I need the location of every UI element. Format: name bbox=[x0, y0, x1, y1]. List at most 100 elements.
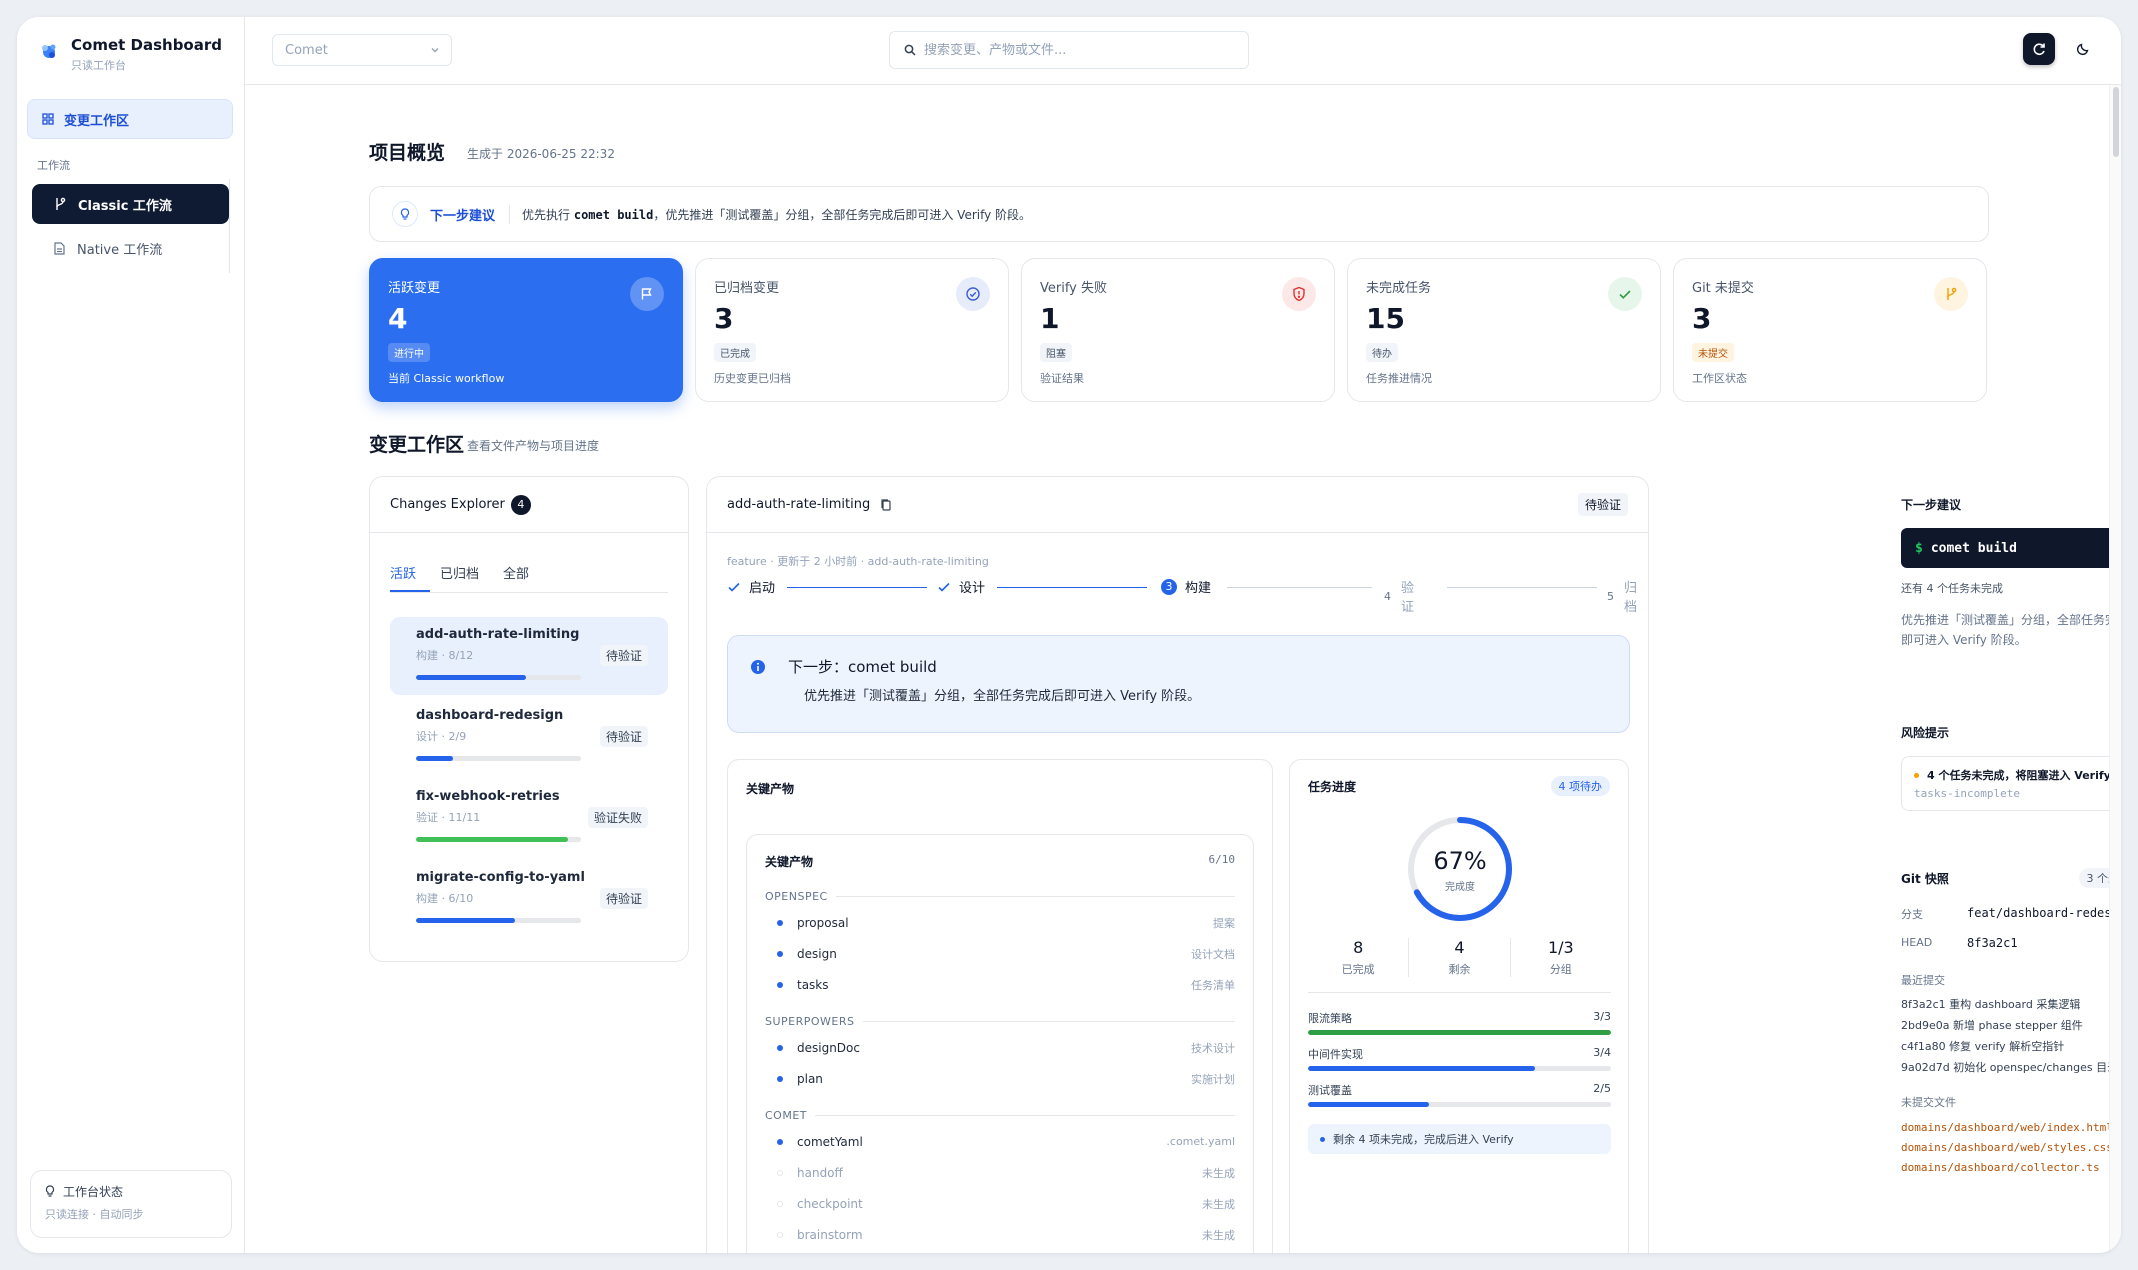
artifact-group-label: SUPERPOWERS bbox=[765, 1010, 1235, 1032]
tab-archived[interactable]: 已归档 bbox=[440, 567, 480, 582]
artifact-dot bbox=[777, 1169, 783, 1176]
task-stat-label: 剩余 bbox=[1448, 963, 1471, 976]
nav-workspace-label: 变更工作区 bbox=[64, 113, 130, 129]
artifact-tag: 未生成 bbox=[1202, 1228, 1235, 1242]
search-box[interactable] bbox=[889, 31, 1249, 69]
change-progress-fill bbox=[416, 675, 527, 680]
next-step-title: 下一步：comet build bbox=[788, 658, 937, 676]
warning-dot-icon bbox=[1914, 772, 1919, 778]
workspace-status-card: 工作台状态 只读连接 · 自动同步 bbox=[30, 1170, 232, 1238]
change-progress-fill bbox=[416, 837, 568, 842]
git-branch-value: feat/dashboard-redesign bbox=[1967, 906, 2109, 920]
stat-badge: 待办 bbox=[1366, 343, 1398, 362]
artifact-item[interactable]: handoff 未生成 bbox=[765, 1157, 1235, 1188]
artifact-item[interactable]: cometYaml .comet.yaml bbox=[765, 1126, 1235, 1157]
refresh-button[interactable] bbox=[2023, 33, 2055, 65]
artifact-item[interactable]: proposal 提案 bbox=[765, 907, 1235, 938]
stat-foot: 工作区状态 bbox=[1692, 372, 1747, 385]
git-file[interactable]: domains/dashboard/web/index.html bbox=[1901, 1121, 2109, 1134]
task-group-bar-fill bbox=[1308, 1102, 1430, 1107]
git-commit: c4f1a80 修复 verify 解析空指针 bbox=[1901, 1040, 2065, 1053]
progress-ring bbox=[1408, 817, 1512, 921]
change-item[interactable]: migrate-config-to-yaml 构建 · 6/10 待验证 bbox=[390, 860, 668, 938]
artifact-dot bbox=[777, 1200, 783, 1207]
scrollbar-thumb[interactable] bbox=[2113, 87, 2119, 157]
artifact-item[interactable]: checkpoint 未生成 bbox=[765, 1188, 1235, 1219]
artifact-tag: 提案 bbox=[1213, 916, 1235, 930]
change-name: dashboard-redesign bbox=[416, 708, 564, 723]
task-group-bar-fill bbox=[1308, 1030, 1611, 1035]
task-progress-title: 任务进度 bbox=[1308, 779, 1357, 794]
task-group-count: 3/3 bbox=[1593, 1010, 1611, 1023]
task-stat-value: 1/3 bbox=[1547, 938, 1574, 957]
progress-label: 完成度 bbox=[1445, 882, 1475, 893]
artifact-name: tasks bbox=[797, 977, 829, 992]
artifact-name: checkpoint bbox=[797, 1196, 863, 1211]
suggestion-suffix: ，优先推进「测试覆盖」分组，全部任务完成后即可进入 Verify 阶段。 bbox=[653, 207, 1032, 222]
step-label: 验证 bbox=[1401, 581, 1415, 615]
step-connector bbox=[1447, 587, 1597, 588]
stat-card-active[interactable]: 活跃变更 4 进行中 当前 Classic workflow bbox=[369, 258, 683, 402]
tab-all[interactable]: 全部 bbox=[503, 567, 530, 582]
brand-subtitle: 只读工作台 bbox=[71, 59, 126, 72]
task-group-bar-fill bbox=[1308, 1066, 1536, 1071]
command-text: comet build bbox=[1930, 540, 2017, 556]
copy-icon[interactable] bbox=[880, 498, 892, 512]
task-stat-label: 已完成 bbox=[1341, 963, 1375, 976]
stat-card-archived[interactable]: 已归档变更 3 已完成 历史变更已归档 bbox=[695, 258, 1009, 402]
tab-active[interactable]: 活跃 bbox=[390, 563, 431, 592]
task-group-bar bbox=[1308, 1066, 1611, 1071]
git-file[interactable]: domains/dashboard/collector.ts bbox=[1901, 1161, 2100, 1174]
stat-value: 4 bbox=[388, 302, 408, 335]
sidebar-item-classic[interactable]: Classic 工作流 bbox=[32, 184, 229, 224]
suggestion-bar: 下一步建议 优先执行 comet build，优先推进「测试覆盖」分组，全部任务… bbox=[369, 186, 1989, 242]
scrollbar[interactable] bbox=[2109, 85, 2121, 1253]
stat-card-verify-failed[interactable]: Verify 失败 1 阻塞 验证结果 bbox=[1021, 258, 1335, 402]
suggestion-prefix: 优先执行 bbox=[522, 207, 571, 222]
git-head-value: 8f3a2c1 bbox=[1967, 936, 2018, 950]
artifact-dot bbox=[777, 919, 783, 926]
project-select[interactable]: Comet bbox=[272, 34, 452, 66]
artifact-item[interactable]: plan 实施计划 bbox=[765, 1063, 1235, 1094]
git-file[interactable]: domains/dashboard/web/styles.css bbox=[1901, 1141, 2109, 1154]
next-suggestion-title: 下一步建议 bbox=[1901, 497, 1962, 512]
git-branch-icon bbox=[56, 197, 66, 210]
lightbulb-icon bbox=[45, 1185, 55, 1197]
theme-toggle-button[interactable] bbox=[2067, 33, 2099, 65]
sidebar: Comet Dashboard 只读工作台 变更工作区 工作流 Classic … bbox=[17, 17, 245, 1253]
artifact-name: cometYaml bbox=[797, 1134, 863, 1149]
git-files-label: 未提交文件 bbox=[1901, 1096, 1956, 1109]
next-desc: 优先推进「测试覆盖」分组，全部任务完成后即可进入 Verify 阶段。 bbox=[1901, 613, 2109, 647]
chevron-down-icon bbox=[431, 48, 439, 53]
artifact-item[interactable]: design 设计文档 bbox=[765, 938, 1235, 969]
risk-item: 4 个任务未完成，将阻塞进入 Verify tasks-incomplete bbox=[1901, 756, 2109, 811]
stat-card-open-tasks[interactable]: 未完成任务 15 待办 任务推进情况 bbox=[1347, 258, 1661, 402]
search-input[interactable] bbox=[924, 42, 1224, 58]
change-meta: 构建 · 8/12 bbox=[416, 649, 474, 662]
step-label: 构建 bbox=[1185, 581, 1212, 596]
step-number: 5 bbox=[1607, 589, 1615, 603]
nav-workspace[interactable]: 变更工作区 bbox=[27, 99, 233, 139]
step-label: 归档 bbox=[1624, 581, 1638, 615]
command-block[interactable]: $ comet build bbox=[1901, 528, 2109, 568]
git-snapshot-card: Git 快照3 个未提交 分支 feat/dashboard-redesign … bbox=[1885, 852, 2109, 1194]
workspace-subtitle: 查看文件产物与项目进度 bbox=[467, 439, 600, 453]
artifact-name: handoff bbox=[797, 1165, 843, 1180]
sidebar-item-native[interactable]: Native 工作流 bbox=[32, 228, 229, 268]
nav-rail bbox=[229, 179, 230, 273]
stat-card-git-uncommitted[interactable]: Git 未提交 3 未提交 工作区状态 bbox=[1673, 258, 1987, 402]
change-status: 验证失败 bbox=[587, 807, 648, 828]
artifact-tag: 未生成 bbox=[1202, 1197, 1235, 1211]
artifact-item[interactable]: designDoc 技术设计 bbox=[765, 1032, 1235, 1063]
task-group: 中间件实现 3/4 bbox=[1308, 1046, 1611, 1071]
change-item[interactable]: fix-webhook-retries 验证 · 11/11 验证失败 bbox=[390, 779, 668, 857]
task-group-name: 限流策略 bbox=[1308, 1012, 1352, 1025]
change-item[interactable]: add-auth-rate-limiting 构建 · 8/12 待验证 bbox=[390, 617, 668, 695]
artifact-item[interactable]: brainstorm 未生成 bbox=[765, 1219, 1235, 1250]
stat-label: 未完成任务 bbox=[1366, 281, 1432, 296]
change-item[interactable]: dashboard-redesign 设计 · 2/9 待验证 bbox=[390, 698, 668, 776]
step-connector bbox=[997, 587, 1147, 588]
detail-status: 待验证 bbox=[1577, 493, 1628, 516]
workspace-title: 变更工作区 bbox=[369, 434, 465, 456]
artifact-item[interactable]: tasks 任务清单 bbox=[765, 969, 1235, 1000]
